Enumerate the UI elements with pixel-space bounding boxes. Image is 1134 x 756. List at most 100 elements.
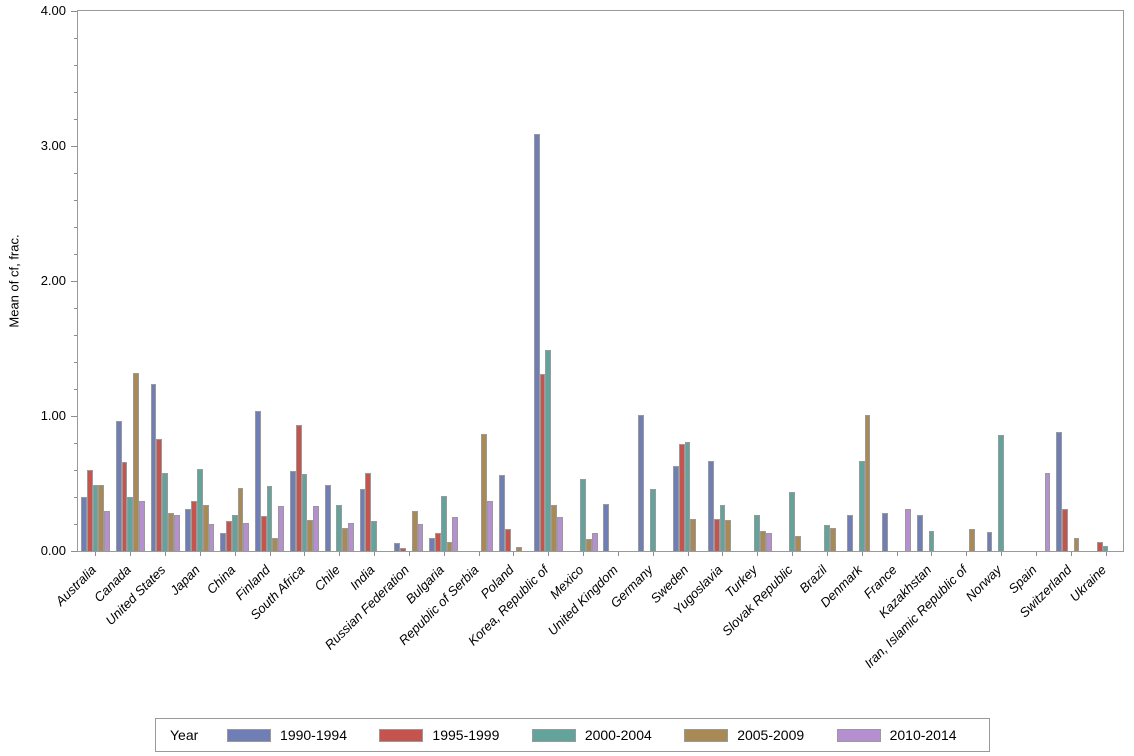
- bar: [603, 503, 610, 551]
- bar: [266, 486, 273, 551]
- bar: [1056, 432, 1063, 551]
- bar: [1073, 537, 1080, 551]
- bar: [760, 530, 766, 551]
- bar: [127, 497, 134, 551]
- bar: [556, 517, 563, 551]
- x-tick: [1070, 552, 1072, 556]
- bar: [673, 465, 679, 551]
- bar: [487, 501, 494, 551]
- y-minor-tick: [74, 226, 78, 228]
- bar: [197, 468, 203, 551]
- bar: [481, 433, 488, 551]
- y-minor-tick: [74, 469, 78, 471]
- bar: [313, 506, 319, 551]
- bar: [208, 524, 215, 551]
- x-tick: [652, 552, 654, 556]
- bar: [905, 509, 912, 551]
- category-label: India: [346, 562, 378, 593]
- x-tick: [374, 552, 376, 556]
- legend-swatch: [227, 728, 272, 742]
- bar: [80, 497, 87, 551]
- y-axis-title: Mean of cf, frac.: [6, 234, 22, 328]
- legend-label: 1995-1999: [432, 727, 500, 743]
- category-label: Australia: [52, 562, 99, 609]
- x-tick: [583, 552, 585, 556]
- bar: [516, 546, 523, 551]
- x-tick: [896, 552, 898, 556]
- x-tick: [443, 552, 445, 556]
- category-label: Japan: [167, 562, 204, 598]
- x-tick: [1035, 552, 1037, 556]
- bar: [591, 533, 598, 551]
- bar: [138, 501, 145, 551]
- bar: [789, 491, 795, 551]
- bar: [278, 506, 285, 551]
- y-minor-tick: [74, 388, 78, 390]
- bar: [1062, 509, 1068, 551]
- legend-label: 2005-2009: [737, 727, 805, 743]
- bar: [411, 510, 418, 551]
- legend-entry: 2000-2004: [531, 727, 684, 743]
- bar: [504, 529, 511, 551]
- bar: [167, 513, 174, 551]
- legend-label: 2000-2004: [584, 727, 652, 743]
- y-tick-label: 2.00: [40, 273, 66, 288]
- x-tick: [269, 552, 271, 556]
- bar: [533, 133, 540, 551]
- bar: [220, 533, 227, 551]
- x-tick: [408, 552, 410, 556]
- bar: [289, 471, 296, 551]
- bar: [986, 532, 993, 551]
- x-tick: [1001, 552, 1003, 556]
- legend-label: 2010-2014: [889, 727, 957, 743]
- bar: [539, 374, 546, 551]
- x-tick: [304, 552, 306, 556]
- bar: [394, 542, 401, 551]
- bar: [202, 505, 209, 551]
- y-minor-tick: [74, 253, 78, 255]
- bar: [92, 484, 99, 551]
- x-tick: [966, 552, 968, 556]
- y-tick-label: 4.00: [40, 3, 66, 18]
- plot-area: [77, 10, 1124, 552]
- x-tick: [722, 552, 724, 556]
- bar: [1102, 545, 1109, 551]
- bar: [429, 537, 436, 551]
- x-tick: [95, 552, 97, 556]
- legend-entry: 1995-1999: [379, 727, 531, 743]
- bar: [295, 425, 302, 551]
- bar: [765, 533, 772, 551]
- y-minor-tick: [74, 307, 78, 309]
- bar: [719, 505, 726, 551]
- bar: [585, 538, 592, 551]
- bar: [173, 514, 180, 551]
- bar: [150, 383, 157, 551]
- x-tick: [339, 552, 341, 556]
- y-minor-tick: [74, 37, 78, 39]
- bar: [498, 475, 505, 551]
- bar: [1096, 541, 1103, 551]
- bar: [998, 434, 1004, 551]
- bar: [417, 524, 424, 551]
- bar: [115, 421, 122, 551]
- bar: [551, 505, 557, 551]
- category-label: Norway: [962, 562, 1005, 604]
- bar: [684, 441, 691, 551]
- x-tick: [130, 552, 132, 556]
- legend-swatch: [531, 728, 576, 742]
- y-minor-tick: [74, 91, 78, 93]
- bar: [301, 474, 308, 551]
- bar: [969, 529, 975, 551]
- bar: [638, 414, 645, 551]
- bar: [580, 479, 586, 551]
- bar: [121, 461, 128, 551]
- y-minor-tick: [74, 64, 78, 66]
- bar: [307, 519, 314, 551]
- x-tick: [548, 552, 550, 556]
- y-minor-tick: [74, 361, 78, 363]
- bar: [243, 522, 250, 551]
- bar: [690, 518, 697, 551]
- x-tick: [861, 552, 863, 556]
- bar: [452, 517, 459, 551]
